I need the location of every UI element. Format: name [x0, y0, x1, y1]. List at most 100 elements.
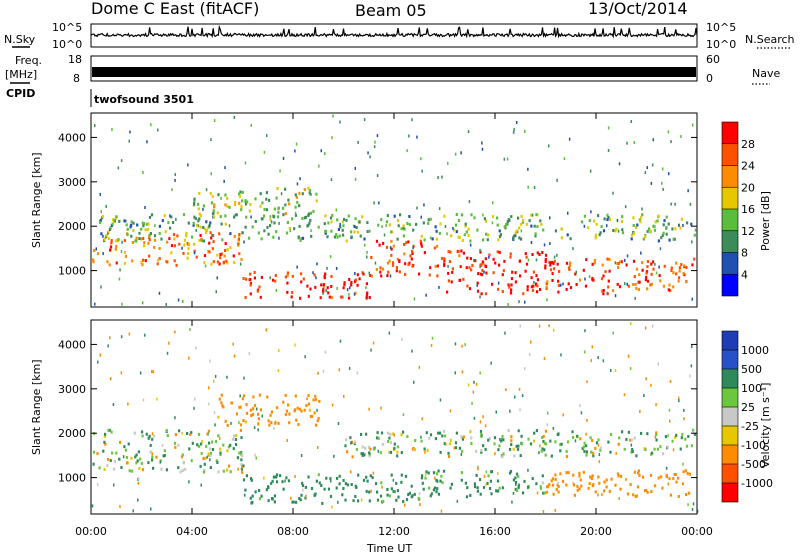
scatter-cell [366, 221, 369, 225]
scatter-cell [198, 239, 201, 243]
scatter-cell [554, 508, 557, 512]
scatter-cell [148, 233, 151, 237]
scatter-cell [244, 199, 247, 203]
scatter-cell [552, 328, 555, 332]
scatter-cell [329, 477, 332, 481]
scatter-cell [597, 443, 600, 447]
scatter-cell [693, 432, 696, 436]
scatter-cell [508, 447, 512, 451]
scatter-cell [226, 423, 229, 427]
colorbar-tick-label: 1000 [741, 344, 769, 357]
scatter-cell [323, 487, 326, 491]
scatter-cell [333, 454, 335, 458]
scatter-cell [460, 435, 463, 439]
scatter-cell [466, 284, 469, 288]
scatter-cell [485, 482, 487, 486]
scatter-cell [593, 258, 597, 262]
scatter-cell [652, 138, 654, 142]
scatter-cell [222, 260, 225, 264]
scatter-cell [404, 262, 407, 266]
scatter-cell [266, 134, 268, 138]
scatter-cell [121, 240, 123, 244]
scatter-cell [362, 478, 366, 482]
scatter-cell [533, 280, 535, 284]
scatter-cell [606, 224, 608, 228]
scatter-cell [430, 492, 433, 496]
scatter-cell [553, 267, 556, 271]
scatter-cell [326, 266, 328, 270]
scatter-cell [218, 232, 221, 236]
scatter-cell [109, 245, 113, 249]
scatter-cell [449, 438, 452, 442]
scatter-cell [132, 221, 135, 225]
scatter-cell [485, 470, 488, 474]
scatter-cell [223, 254, 226, 258]
scatter-cell [684, 437, 687, 441]
scatter-cell [224, 166, 226, 170]
scatter-cell [530, 224, 533, 228]
scatter-cell [678, 399, 680, 403]
scatter-cell [233, 434, 236, 438]
scatter-cell [294, 149, 296, 153]
scatter-cell [441, 175, 443, 179]
scatter-cell [669, 419, 671, 423]
scatter-cell [380, 481, 383, 485]
scatter-cell [569, 261, 572, 265]
cpid-label: CPID [6, 87, 35, 100]
scatter-cell [389, 274, 392, 278]
scatter-cell [353, 292, 356, 296]
scatter-cell [265, 208, 269, 212]
scatter-cell [266, 395, 269, 399]
scatter-cell [545, 490, 548, 494]
scatter-cell [298, 204, 301, 208]
scatter-cell [267, 232, 270, 236]
scatter-cell [367, 151, 369, 155]
scatter-cell [473, 485, 477, 489]
scatter-cell [620, 474, 623, 478]
scatter-cell [385, 220, 388, 224]
scatter-cell [187, 252, 190, 255]
y-tick-label: 1000 [58, 472, 86, 485]
scatter-cell [153, 238, 157, 242]
scatter-cell [498, 486, 501, 490]
scatter-cell [650, 383, 652, 387]
scatter-cell [272, 235, 275, 239]
scatter-cell [103, 434, 106, 438]
scatter-cell [411, 264, 414, 268]
scatter-cell [270, 220, 273, 224]
scatter-cell [524, 269, 527, 273]
scatter-cell [646, 260, 650, 263]
scatter-cell [275, 480, 279, 484]
scatter-cell [198, 192, 201, 195]
scatter-cell [265, 488, 268, 492]
scatter-cell [598, 233, 601, 237]
scatter-cell [400, 473, 403, 477]
scatter-cell [174, 433, 177, 437]
scatter-cell [442, 429, 446, 433]
colorbar-swatch [722, 369, 738, 388]
scatter-cell [349, 436, 352, 440]
scatter-cell [350, 283, 353, 287]
scatter-cell [652, 324, 654, 328]
scatter-cell [507, 283, 510, 287]
scatter-cell [258, 497, 262, 501]
scatter-cell [200, 452, 203, 455]
scatter-cell [661, 181, 663, 185]
scatter-cell [175, 218, 177, 221]
scatter-cell [107, 457, 110, 461]
scatter-cell [520, 434, 523, 438]
scatter-cell [257, 428, 259, 432]
scatter-cell [532, 270, 535, 274]
scatter-cell [208, 441, 211, 445]
scatter-cell [399, 213, 402, 217]
scatter-cell [234, 201, 237, 204]
scatter-cell [680, 135, 682, 138]
scatter-cell [623, 393, 626, 397]
scatter-cell [476, 486, 479, 490]
scatter-cell [147, 461, 150, 465]
scatter-cell [115, 244, 118, 248]
scatter-cell [495, 410, 497, 414]
scatter-cell [400, 451, 403, 455]
scatter-cell [229, 246, 232, 250]
scatter-cell [549, 242, 551, 245]
